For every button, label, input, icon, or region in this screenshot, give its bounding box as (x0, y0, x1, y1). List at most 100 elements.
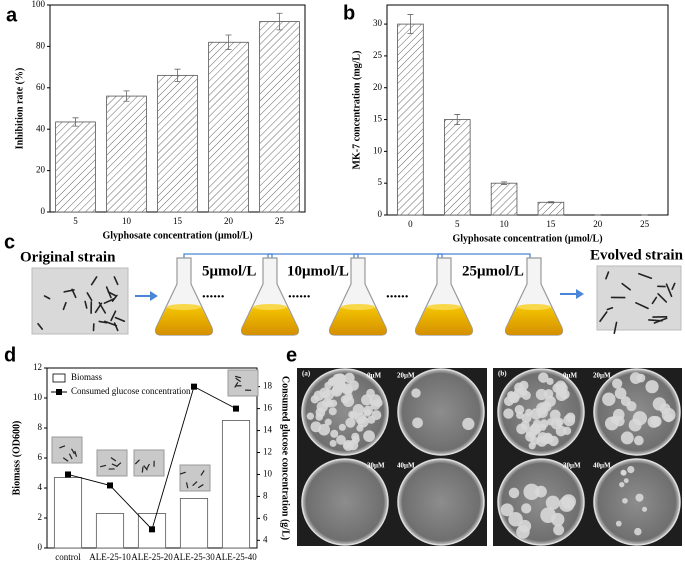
cell (141, 466, 144, 473)
cell (71, 288, 77, 299)
colony (549, 409, 561, 421)
colony (619, 481, 625, 488)
colony (315, 413, 324, 421)
cell (59, 445, 66, 449)
y-tick-label: 2 (38, 512, 43, 522)
colony (550, 418, 563, 430)
y2-axis-label: Consumed glucose concentration (g/L) (280, 376, 291, 540)
y-tick-label: 5 (378, 177, 383, 187)
colony (545, 495, 560, 510)
colony (615, 520, 622, 527)
colony (500, 503, 514, 517)
cell (114, 316, 126, 323)
colony (324, 418, 332, 426)
colony (351, 435, 360, 444)
x-axis-label: Glyphosate concentration (μmol/L) (102, 230, 252, 241)
y-tick-label: 10 (33, 392, 43, 402)
bar (443, 119, 471, 216)
cell (621, 282, 631, 291)
marker (65, 471, 71, 478)
colony (521, 503, 532, 514)
cell (651, 296, 658, 305)
cell (103, 320, 118, 327)
colony (363, 430, 375, 443)
cell (197, 484, 204, 489)
cell (107, 291, 116, 297)
y-tick-label: 0 (378, 209, 383, 219)
colony (348, 410, 356, 419)
cell (648, 319, 663, 322)
y-tick-label: 60 (36, 82, 46, 92)
panel-label: d (4, 344, 16, 366)
y-tick-label: 100 (32, 0, 46, 9)
x-tick-label: 20 (593, 219, 603, 229)
error-bar (123, 90, 130, 102)
colony (532, 419, 541, 428)
colony (535, 388, 548, 401)
cell (192, 481, 198, 487)
bar (208, 41, 249, 213)
y2-tick-label: 6 (263, 512, 268, 522)
step-label: 10μmol/L (287, 263, 349, 279)
colony (357, 416, 369, 428)
plate-label: 0μM (367, 372, 381, 380)
colony (329, 439, 337, 447)
colony (361, 394, 373, 406)
petri-dish (397, 458, 485, 546)
bar (53, 477, 83, 549)
marker (191, 383, 197, 390)
colony (523, 483, 540, 500)
micrograph (596, 265, 682, 331)
x-tick-label: 25 (275, 216, 285, 226)
y-tick-label: 4 (38, 482, 43, 492)
colony (636, 373, 646, 383)
colony (412, 417, 423, 429)
cell (143, 465, 148, 471)
cell (200, 470, 205, 476)
panel-label: b (343, 2, 355, 24)
error-bar (547, 201, 554, 204)
evolved-strain-label: Evolved strain (590, 247, 684, 263)
y2-tick-label: 14 (263, 425, 273, 435)
x-tick-label: ALE-25-30 (173, 552, 215, 562)
cell (37, 322, 44, 330)
bar (106, 95, 147, 213)
cell (110, 310, 117, 322)
petri-dish (593, 458, 681, 546)
y-tick-label: 0 (41, 206, 46, 216)
arrow (560, 289, 584, 299)
colony (508, 487, 520, 499)
legend-swatch (52, 373, 66, 383)
x-tick-label: 5 (73, 216, 78, 226)
cell (599, 311, 608, 323)
colony (513, 387, 525, 399)
cell (606, 306, 614, 311)
cell (179, 471, 186, 475)
bar (55, 121, 96, 213)
colony (602, 392, 616, 406)
panel-label: a (6, 4, 18, 26)
bar (397, 23, 424, 216)
cell (235, 377, 241, 383)
colony (613, 408, 625, 421)
colony (411, 388, 421, 398)
plot-frame (386, 4, 669, 216)
colony (563, 414, 576, 427)
cell (110, 457, 117, 462)
y2-tick-label: 10 (263, 469, 273, 479)
colony (623, 478, 629, 484)
cell (62, 301, 67, 311)
error-bar (174, 68, 181, 82)
x-tick-label: 20 (224, 216, 234, 226)
colony (344, 372, 355, 384)
bar (179, 498, 209, 549)
y-tick-label: 0 (38, 542, 43, 552)
plate-label: 20μM (593, 372, 611, 380)
error-bar (72, 117, 79, 127)
colony (330, 429, 339, 438)
x-tick-label: ALE-25-40 (215, 552, 257, 562)
colony (641, 506, 648, 512)
photo-label: (a) (302, 370, 311, 378)
colony (334, 373, 346, 385)
cell (113, 276, 119, 286)
